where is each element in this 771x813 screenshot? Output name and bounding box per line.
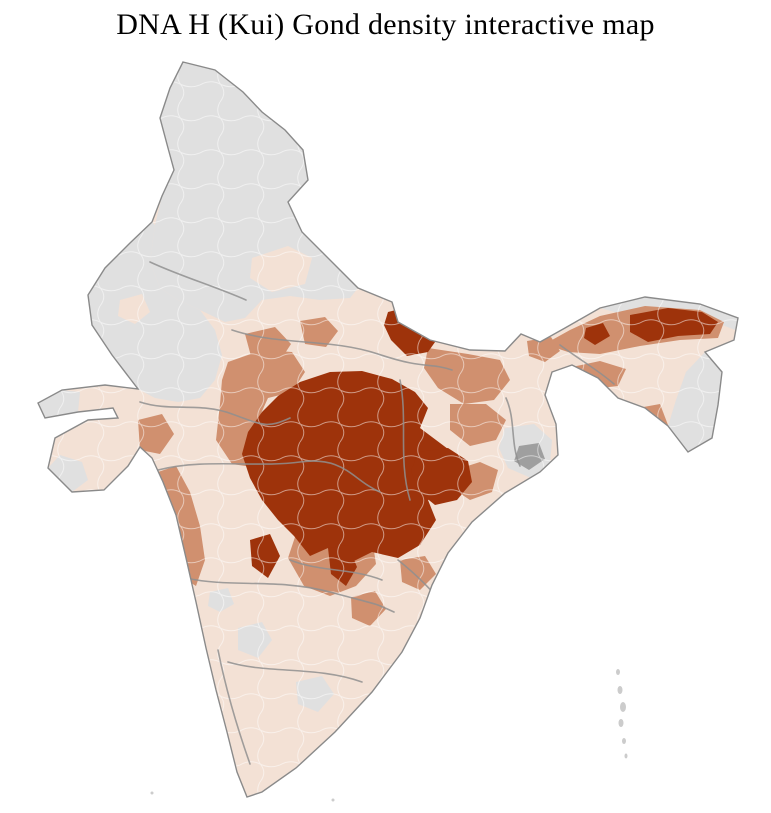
island[interactable] xyxy=(624,753,628,759)
andaman-islands xyxy=(150,669,628,802)
island[interactable] xyxy=(617,686,623,694)
island[interactable] xyxy=(331,798,335,802)
island[interactable] xyxy=(616,669,620,675)
district-mesh xyxy=(38,62,738,797)
island[interactable] xyxy=(622,738,626,744)
map-title: DNA H (Kui) Gond density interactive map xyxy=(116,8,655,41)
island[interactable] xyxy=(620,702,626,712)
state-borders xyxy=(139,261,615,765)
island[interactable] xyxy=(618,719,624,727)
island[interactable] xyxy=(150,791,154,795)
